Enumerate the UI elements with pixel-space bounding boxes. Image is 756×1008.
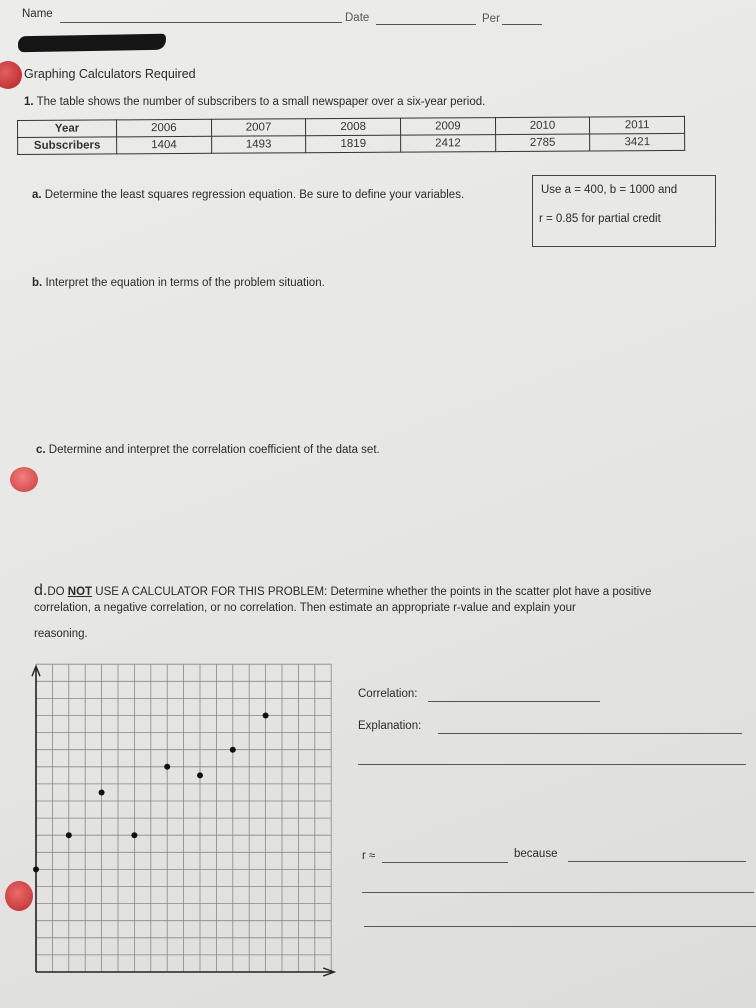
red-sticker — [5, 881, 33, 911]
data-point — [164, 763, 171, 770]
period-field[interactable] — [502, 24, 542, 25]
table-cell: 2008 — [305, 118, 401, 136]
part-d-text: correlation, a negative correlation, or … — [34, 602, 576, 614]
hint-line-1: Use a = 400, b = 1000 and — [541, 184, 678, 196]
table-cell: 2011 — [589, 116, 685, 135]
table-header-year: Year — [17, 119, 117, 138]
table-cell: 2785 — [495, 134, 590, 152]
because-label: because — [514, 848, 558, 860]
explanation-label: Explanation: — [358, 720, 422, 732]
data-point — [98, 789, 105, 796]
part-d-text: reasoning. — [34, 628, 88, 640]
data-point — [33, 866, 39, 873]
hint-line-2: r = 0.85 for partial credit — [539, 213, 661, 225]
because-field[interactable] — [568, 861, 746, 862]
part-c: c. Determine and interpret the correlati… — [36, 444, 380, 456]
because-field-line-3[interactable] — [364, 926, 756, 927]
data-point — [131, 832, 138, 839]
scatter-plot — [31, 663, 337, 977]
subscribers-table: Year 2006 2007 2008 2009 2010 2011 Subsc… — [17, 116, 685, 155]
table-cell: 2009 — [400, 117, 496, 136]
table-cell: 3421 — [589, 133, 685, 152]
table-row-subscribers: Subscribers 1404 1493 1819 2412 2785 342… — [17, 133, 685, 155]
table-cell: 2006 — [116, 119, 212, 137]
partial-credit-hint-box: Use a = 400, b = 1000 and r = 0.85 for p… — [532, 175, 716, 247]
subtitle: Graphing Calculators Required — [24, 67, 196, 81]
table-header-subscribers: Subscribers — [17, 136, 117, 155]
because-field-line-2[interactable] — [362, 892, 754, 893]
explanation-field[interactable] — [438, 733, 742, 734]
r-value-field[interactable] — [382, 862, 508, 863]
part-d-text: USE A CALCULATOR FOR THIS PROBLEM: Deter… — [92, 586, 652, 598]
date-label: Date — [345, 12, 370, 24]
r-approx-label: r ≈ — [362, 850, 376, 862]
correlation-field[interactable] — [428, 701, 600, 702]
data-point — [262, 712, 269, 719]
red-sticker — [0, 61, 22, 89]
table-cell: 2007 — [211, 118, 306, 137]
data-point — [197, 772, 203, 779]
part-b: b. Interpret the equation in terms of th… — [32, 277, 325, 289]
name-label: Name — [22, 8, 53, 20]
table-cell: 1404 — [116, 136, 212, 154]
part-d-label: d. — [34, 582, 48, 599]
x-axis-arrow-icon — [322, 967, 337, 977]
question-1-prompt: 1. The table shows the number of subscri… — [24, 96, 486, 108]
table-cell: 2010 — [495, 117, 590, 135]
not-emphasis: NOT — [67, 586, 93, 598]
table-cell: 2412 — [400, 134, 496, 153]
data-point — [229, 746, 236, 753]
redacted-marker — [17, 33, 167, 53]
period-label: Per — [482, 13, 500, 25]
data-point — [65, 832, 72, 839]
explanation-field-line-2[interactable] — [358, 764, 746, 765]
date-field[interactable] — [376, 24, 476, 25]
correlation-label: Correlation: — [358, 688, 418, 700]
table-cell: 1493 — [211, 135, 307, 154]
red-sticker — [10, 467, 38, 492]
name-field[interactable] — [60, 22, 342, 23]
part-d: d.DO NOT USE A CALCULATOR FOR THIS PROBL… — [34, 580, 651, 647]
y-axis-arrow-icon — [31, 664, 41, 677]
part-a: a. Determine the least squares regressio… — [32, 189, 465, 201]
table-cell: 1819 — [305, 135, 401, 153]
part-d-text: DO — [47, 586, 68, 598]
